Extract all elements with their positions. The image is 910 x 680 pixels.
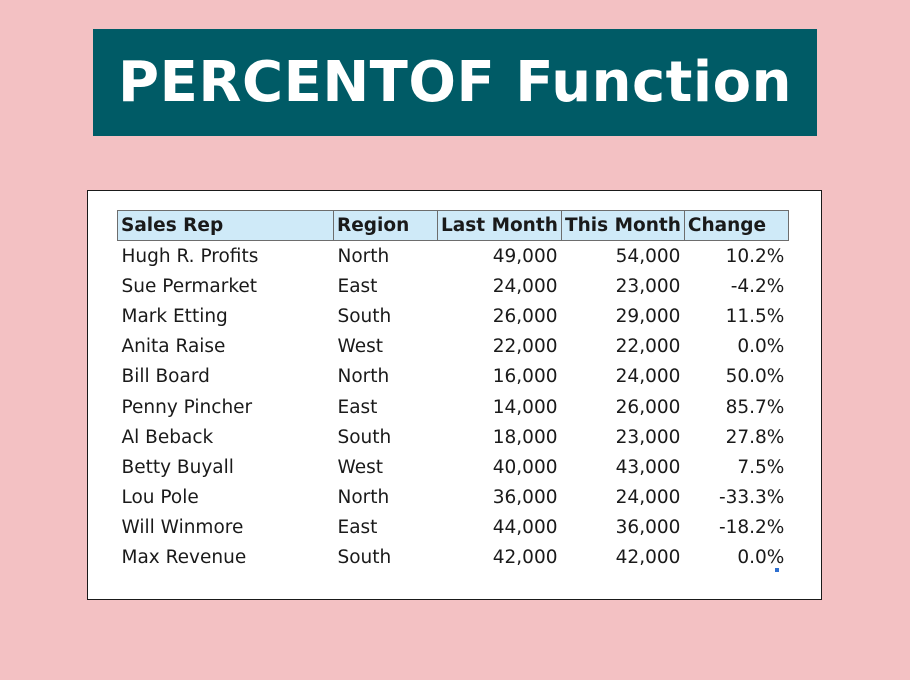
header-region[interactable]: Region bbox=[333, 210, 438, 241]
cell-region[interactable]: West bbox=[337, 456, 383, 478]
cell-region[interactable]: South bbox=[337, 547, 392, 569]
table-resize-handle[interactable] bbox=[775, 568, 779, 572]
cell-sales-rep[interactable]: Sue Permarket bbox=[121, 275, 258, 297]
table-row: Max Revenue South 42,000 42,000 0.0% bbox=[118, 543, 789, 573]
spreadsheet-range: Sales Rep Region Last Month This Month C… bbox=[87, 190, 822, 600]
cell-sales-rep[interactable]: Mark Etting bbox=[121, 305, 228, 327]
cell-this-month[interactable]: 24,000 bbox=[615, 487, 681, 509]
cell-this-month[interactable]: 29,000 bbox=[615, 305, 681, 327]
cell-change[interactable]: 50.0% bbox=[725, 366, 785, 388]
cell-change[interactable]: 27.8% bbox=[725, 426, 785, 448]
cell-last-month[interactable]: 36,000 bbox=[492, 487, 558, 509]
table-row: Bill Board North 16,000 24,000 50.0% bbox=[118, 362, 789, 392]
page-title: PERCENTOF Function bbox=[118, 50, 792, 115]
cell-last-month[interactable]: 49,000 bbox=[492, 245, 558, 267]
cell-this-month[interactable]: 24,000 bbox=[615, 366, 681, 388]
title-banner: PERCENTOF Function bbox=[93, 29, 817, 136]
cell-sales-rep[interactable]: Anita Raise bbox=[121, 336, 226, 358]
cell-region[interactable]: West bbox=[337, 336, 383, 358]
cell-last-month[interactable]: 22,000 bbox=[492, 336, 558, 358]
cell-sales-rep[interactable]: Betty Buyall bbox=[121, 456, 234, 478]
cell-sales-rep[interactable]: Bill Board bbox=[121, 366, 210, 388]
table-row: Sue Permarket East 24,000 23,000 -4.2% bbox=[118, 271, 789, 301]
table-row: Lou Pole North 36,000 24,000 -33.3% bbox=[118, 483, 789, 513]
header-sales-rep[interactable]: Sales Rep bbox=[117, 210, 334, 241]
table-row: Mark Etting South 26,000 29,000 11.5% bbox=[118, 301, 789, 331]
cell-change[interactable]: 0.0% bbox=[737, 547, 785, 569]
cell-this-month[interactable]: 23,000 bbox=[615, 426, 681, 448]
cell-sales-rep[interactable]: Al Beback bbox=[121, 426, 214, 448]
cell-change[interactable]: 7.5% bbox=[737, 456, 785, 478]
cell-this-month[interactable]: 42,000 bbox=[615, 547, 681, 569]
cell-this-month[interactable]: 22,000 bbox=[615, 336, 681, 358]
cell-region[interactable]: East bbox=[337, 275, 378, 297]
cell-change[interactable]: -18.2% bbox=[718, 517, 785, 539]
cell-this-month[interactable]: 36,000 bbox=[615, 517, 681, 539]
cell-sales-rep[interactable]: Will Winmore bbox=[121, 517, 244, 539]
cell-change[interactable]: 11.5% bbox=[725, 305, 785, 327]
cell-last-month[interactable]: 14,000 bbox=[492, 396, 558, 418]
cell-last-month[interactable]: 42,000 bbox=[492, 547, 558, 569]
cell-last-month[interactable]: 40,000 bbox=[492, 456, 558, 478]
cell-last-month[interactable]: 18,000 bbox=[492, 426, 558, 448]
cell-region[interactable]: East bbox=[337, 396, 378, 418]
table-row: Hugh R. Profits North 49,000 54,000 10.2… bbox=[118, 241, 789, 272]
cell-region[interactable]: East bbox=[337, 517, 378, 539]
cell-change[interactable]: 0.0% bbox=[737, 336, 785, 358]
cell-last-month[interactable]: 26,000 bbox=[492, 305, 558, 327]
table-row: Anita Raise West 22,000 22,000 0.0% bbox=[118, 332, 789, 362]
cell-region[interactable]: North bbox=[337, 487, 390, 509]
cell-this-month[interactable]: 26,000 bbox=[615, 396, 681, 418]
header-this-month[interactable]: This Month bbox=[561, 210, 685, 241]
header-last-month[interactable]: Last Month bbox=[437, 210, 562, 241]
cell-sales-rep[interactable]: Penny Pincher bbox=[121, 396, 253, 418]
header-row: Sales Rep Region Last Month This Month C… bbox=[117, 210, 789, 241]
cell-this-month[interactable]: 23,000 bbox=[615, 275, 681, 297]
cell-last-month[interactable]: 24,000 bbox=[492, 275, 558, 297]
cell-region[interactable]: South bbox=[337, 426, 392, 448]
cell-region[interactable]: North bbox=[337, 245, 390, 267]
cell-sales-rep[interactable]: Hugh R. Profits bbox=[121, 245, 259, 267]
sales-table: Sales Rep Region Last Month This Month C… bbox=[117, 210, 789, 573]
cell-change[interactable]: -33.3% bbox=[718, 487, 785, 509]
header-change[interactable]: Change bbox=[683, 210, 789, 241]
cell-region[interactable]: North bbox=[337, 366, 390, 388]
cell-last-month[interactable]: 16,000 bbox=[492, 366, 558, 388]
cell-sales-rep[interactable]: Max Revenue bbox=[121, 547, 247, 569]
table-row: Al Beback South 18,000 23,000 27.8% bbox=[118, 422, 789, 452]
table-row: Penny Pincher East 14,000 26,000 85.7% bbox=[118, 392, 789, 422]
cell-this-month[interactable]: 54,000 bbox=[615, 245, 681, 267]
table-row: Will Winmore East 44,000 36,000 -18.2% bbox=[118, 513, 789, 543]
cell-change[interactable]: -4.2% bbox=[730, 275, 785, 297]
cell-this-month[interactable]: 43,000 bbox=[615, 456, 681, 478]
cell-sales-rep[interactable]: Lou Pole bbox=[121, 487, 199, 509]
table-row: Betty Buyall West 40,000 43,000 7.5% bbox=[118, 452, 789, 482]
cell-last-month[interactable]: 44,000 bbox=[492, 517, 558, 539]
cell-region[interactable]: South bbox=[337, 305, 392, 327]
cell-change[interactable]: 10.2% bbox=[725, 245, 785, 267]
cell-change[interactable]: 85.7% bbox=[725, 396, 785, 418]
